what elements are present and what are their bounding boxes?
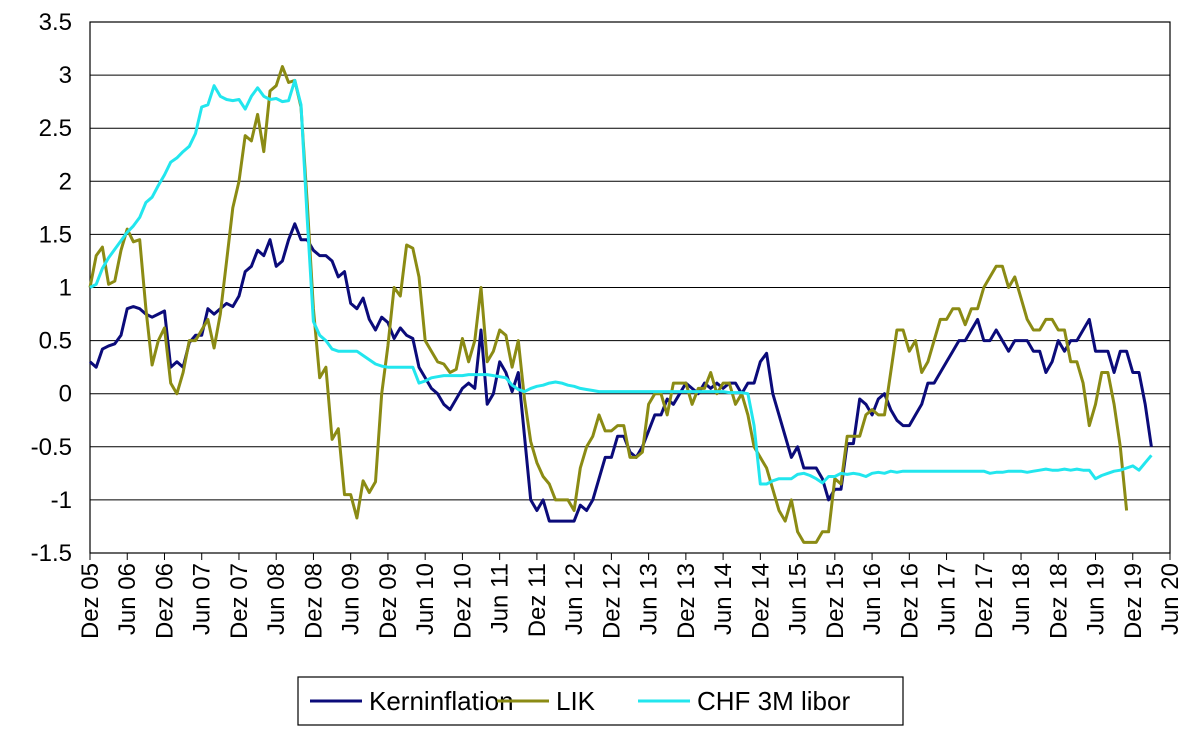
x-tick-label: Jun 18	[1008, 563, 1035, 635]
x-tick-label: Jun 12	[561, 563, 588, 635]
x-tick-label: Dez 09	[375, 563, 402, 639]
y-tick-label: -0.5	[31, 434, 72, 461]
y-axis: 3.5 3 2.5 2 1.5 1 0.5 0 -0.5 -1 -1.5	[31, 9, 72, 567]
x-tick-label: Dez 10	[449, 563, 476, 639]
x-tick-label: Jun 16	[859, 563, 886, 635]
x-tick-label: Jun 19	[1083, 563, 1110, 635]
y-tick-label: 0	[59, 381, 72, 408]
x-tick-label: Dez 13	[673, 563, 700, 639]
x-tick-label: Jun 11	[487, 563, 514, 633]
series-line-3	[89, 78, 1153, 486]
x-tick-label: Jun 13	[636, 563, 663, 635]
x-axis: Dez 05 Jun 06 Dez 06 Jun 07 Dez 07 Jun 08 Dez …	[77, 553, 1184, 639]
legend-label: LIK	[556, 686, 596, 716]
x-tick-label: Dez 05	[77, 563, 104, 639]
x-tick-label: Jun 07	[189, 563, 216, 635]
x-tick-label: Dez 07	[226, 563, 253, 639]
y-tick-label: -1	[51, 487, 72, 514]
x-tick-label: Dez 18	[1045, 563, 1072, 639]
x-tick-label: Dez 16	[896, 563, 923, 639]
legend-label: Kerninflation	[369, 686, 514, 716]
x-tick-label: Jun 10	[412, 563, 439, 635]
y-tick-label: 1.5	[39, 221, 72, 248]
x-tick-label: Jun 09	[338, 563, 365, 635]
x-tick-label: Jun 14	[710, 563, 737, 635]
y-tick-label: 3.5	[39, 9, 72, 36]
x-tick-label: Dez 12	[598, 563, 625, 639]
y-tick-label: 0.5	[39, 328, 72, 355]
y-tick-label: 2	[59, 168, 72, 195]
series-line-1	[89, 222, 1153, 523]
legend-label: CHF 3M libor	[697, 686, 850, 716]
x-tick-label: Jun 08	[263, 563, 290, 635]
x-tick-label: Jun 06	[114, 563, 141, 635]
series-line-2	[88, 65, 1129, 544]
x-tick-label: Jun 20	[1157, 563, 1184, 635]
y-tick-label: 2.5	[39, 115, 72, 142]
x-tick-label: Jun 15	[785, 563, 812, 635]
y-tick-label: 1	[59, 275, 72, 302]
x-tick-label: Jun 17	[934, 563, 961, 635]
x-tick-label: Dez 15	[822, 563, 849, 639]
x-tick-label: Dez 06	[151, 563, 178, 639]
x-tick-label: Dez 11	[524, 563, 551, 637]
x-tick-label: Dez 17	[971, 563, 998, 639]
legend: Kerninflation LIK CHF 3M libor	[297, 676, 904, 726]
x-tick-label: Dez 19	[1120, 563, 1147, 639]
y-tick-label: 3	[59, 62, 72, 89]
series-layer	[88, 65, 1153, 544]
legend-box	[297, 676, 904, 726]
x-tick-label: Dez 14	[747, 563, 774, 639]
y-tick-label: -1.5	[31, 540, 72, 567]
x-tick-label: Dez 08	[300, 563, 327, 639]
